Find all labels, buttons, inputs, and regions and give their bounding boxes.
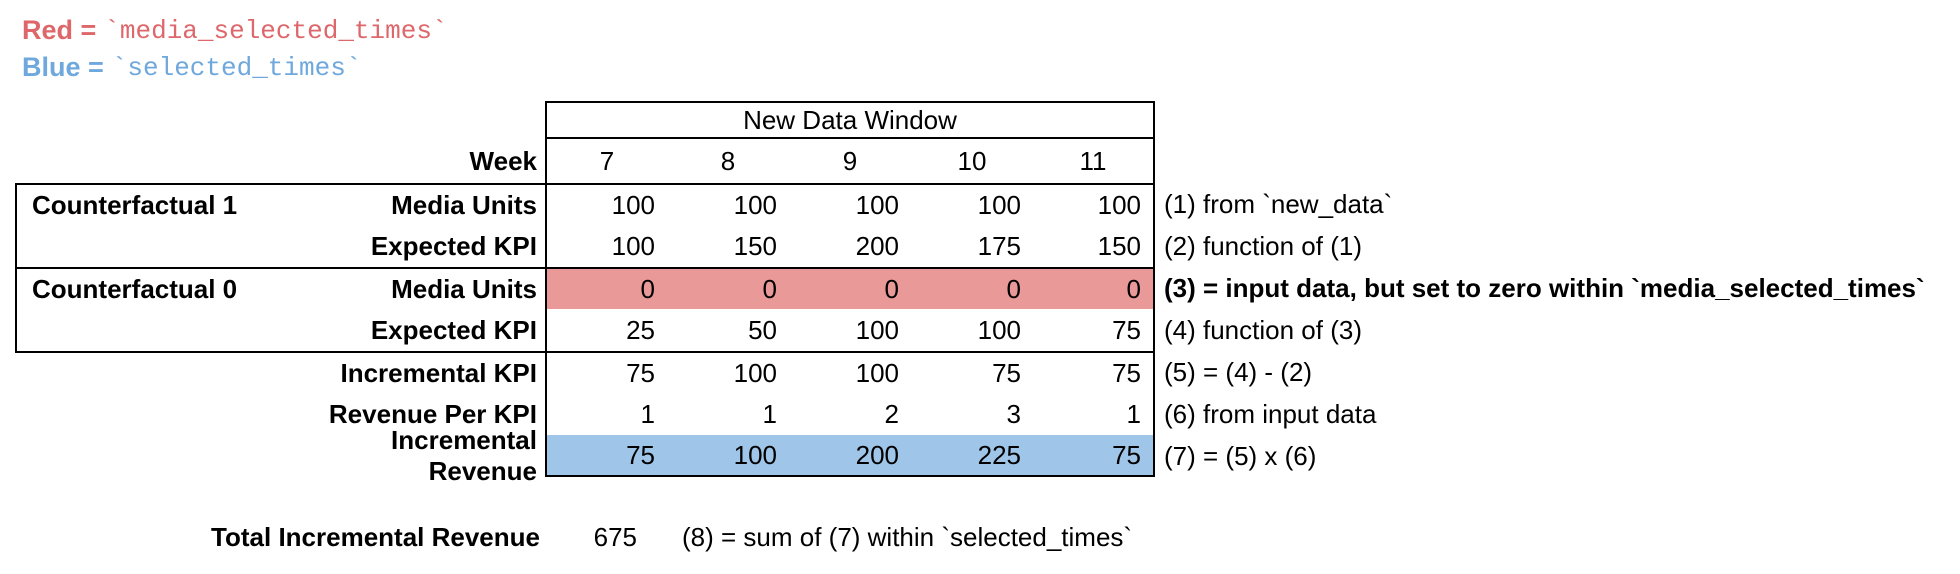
cell-value: 100 [545, 225, 667, 267]
cell-value: 75 [1033, 351, 1155, 393]
cell-value: 100 [977, 314, 1021, 345]
row-label: Expected KPI [370, 230, 537, 261]
group-label-spacer [15, 393, 300, 435]
cell-value: 100 [667, 183, 789, 225]
cell-value: 75 [545, 351, 667, 393]
week-label: Week [469, 145, 537, 176]
header-spacer-b [300, 101, 545, 139]
row-label: Incremental Revenue [391, 425, 537, 486]
total-value: 675 [593, 522, 637, 552]
week-9: 9 [842, 145, 858, 176]
cell-value: 100 [789, 183, 911, 225]
legend-blue-line: Blue = `selected_times` [22, 49, 448, 86]
week-10: 10 [957, 145, 987, 176]
table-row-incremental-kpi: Incremental KPI 75 100 100 75 75 (5) = (… [15, 351, 1925, 393]
table-row-revenue-per-kpi: Revenue Per KPI 1 1 2 3 1 (6) from input… [15, 393, 1925, 435]
week-11: 11 [1033, 139, 1155, 183]
new-data-window-header: New Data Window [545, 101, 1155, 139]
cell-value: 100 [545, 183, 667, 225]
group-label-spacer [15, 225, 300, 267]
cell-value-blue: 100 [667, 435, 789, 477]
table-row-incremental-revenue: Incremental Revenue 75 100 200 225 75 (7… [15, 425, 1925, 486]
cell-value: 150 [733, 230, 777, 261]
cell-value: 200 [855, 230, 899, 261]
cell-value: 1 [545, 393, 667, 435]
table-row-cf1-expected-kpi: Expected KPI 100 150 200 175 150 (2) fun… [15, 225, 1925, 267]
legend-blue-label: Blue = [22, 52, 104, 82]
cell-value: 100 [667, 351, 789, 393]
group-label-spacer [15, 435, 300, 477]
row-label: Incremental KPI [300, 351, 545, 393]
table-header-row: New Data Window [15, 101, 1925, 139]
cell-value: 100 [855, 314, 899, 345]
row-annotation-7: (7) = (5) x (6) [1164, 440, 1317, 471]
total-label: Total Incremental Revenue [211, 522, 540, 552]
row-annotation-2: (2) function of (1) [1164, 230, 1362, 261]
row-label: Expected KPI [370, 314, 537, 345]
legend-red-line: Red = `media_selected_times` [22, 12, 448, 49]
cell-value: 1 [1033, 393, 1155, 435]
legend-blue-value: `selected_times` [111, 52, 362, 83]
row-label: Media Units [300, 183, 545, 225]
cell-value: 75 [1033, 309, 1155, 351]
cell-value-red: 0 [667, 267, 789, 309]
cell-value: 175 [977, 230, 1021, 261]
row-annotation-4: (4) function of (3) [1164, 314, 1362, 345]
cell-value: 100 [789, 351, 911, 393]
week-row: Week 7 8 9 10 11 [15, 139, 1925, 183]
cell-value-red: 0 [1033, 267, 1155, 309]
table-row-cf0-expected-kpi: Expected KPI 25 50 100 100 75 (4) functi… [15, 309, 1925, 351]
group-label-spacer [15, 351, 300, 393]
table-row-cf0-media-units: Counterfactual 0 Media Units 0 0 0 0 0 (… [15, 267, 1925, 309]
cell-value-blue: 225 [911, 435, 1033, 477]
cell-value: 25 [545, 309, 667, 351]
cell-value: 100 [911, 183, 1033, 225]
cell-value-red: 0 [789, 267, 911, 309]
row-annotation-5: (5) = (4) - (2) [1164, 356, 1313, 387]
row-label: Revenue Per KPI [328, 398, 537, 429]
week-spacer-a [15, 139, 300, 183]
week-7: 7 [545, 139, 667, 183]
week-8: 8 [720, 145, 736, 176]
row-label: Media Units [300, 267, 545, 309]
group-label-spacer [15, 309, 300, 351]
color-legend: Red = `media_selected_times` Blue = `sel… [22, 12, 448, 86]
row-annotation-6: (6) from input data [1164, 398, 1377, 429]
cell-value-blue: 75 [545, 435, 667, 477]
cell-value: 50 [748, 314, 777, 345]
cell-value-blue: 75 [1033, 435, 1155, 477]
total-row: Total Incremental Revenue 675 (8) = sum … [0, 516, 1960, 558]
cell-value: 75 [911, 351, 1033, 393]
counterfactual-table: New Data Window Week 7 8 9 10 11 Counter… [15, 101, 1925, 486]
group-label-counterfactual-0: Counterfactual 0 [15, 267, 300, 309]
total-annotation: (8) = sum of (7) within `selected_times` [682, 522, 1133, 552]
row-annotation-3: (3) = input data, but set to zero within… [1164, 272, 1925, 303]
cell-value: 2 [884, 398, 899, 429]
table-row-cf1-media-units: Counterfactual 1 Media Units 100 100 100… [15, 183, 1925, 225]
cell-value-blue: 200 [789, 435, 911, 477]
cell-value: 150 [1033, 225, 1155, 267]
group-label-counterfactual-1: Counterfactual 1 [15, 183, 300, 225]
cell-value-red: 0 [911, 267, 1033, 309]
legend-red-value: `media_selected_times` [104, 15, 448, 46]
cell-value: 1 [762, 398, 777, 429]
cell-value: 100 [1033, 183, 1155, 225]
row-annotation-1: (1) from `new_data` [1164, 188, 1393, 219]
header-spacer-a [15, 101, 300, 139]
legend-red-label: Red = [22, 15, 97, 45]
cell-value-red: 0 [545, 267, 667, 309]
cell-value: 3 [1006, 398, 1021, 429]
